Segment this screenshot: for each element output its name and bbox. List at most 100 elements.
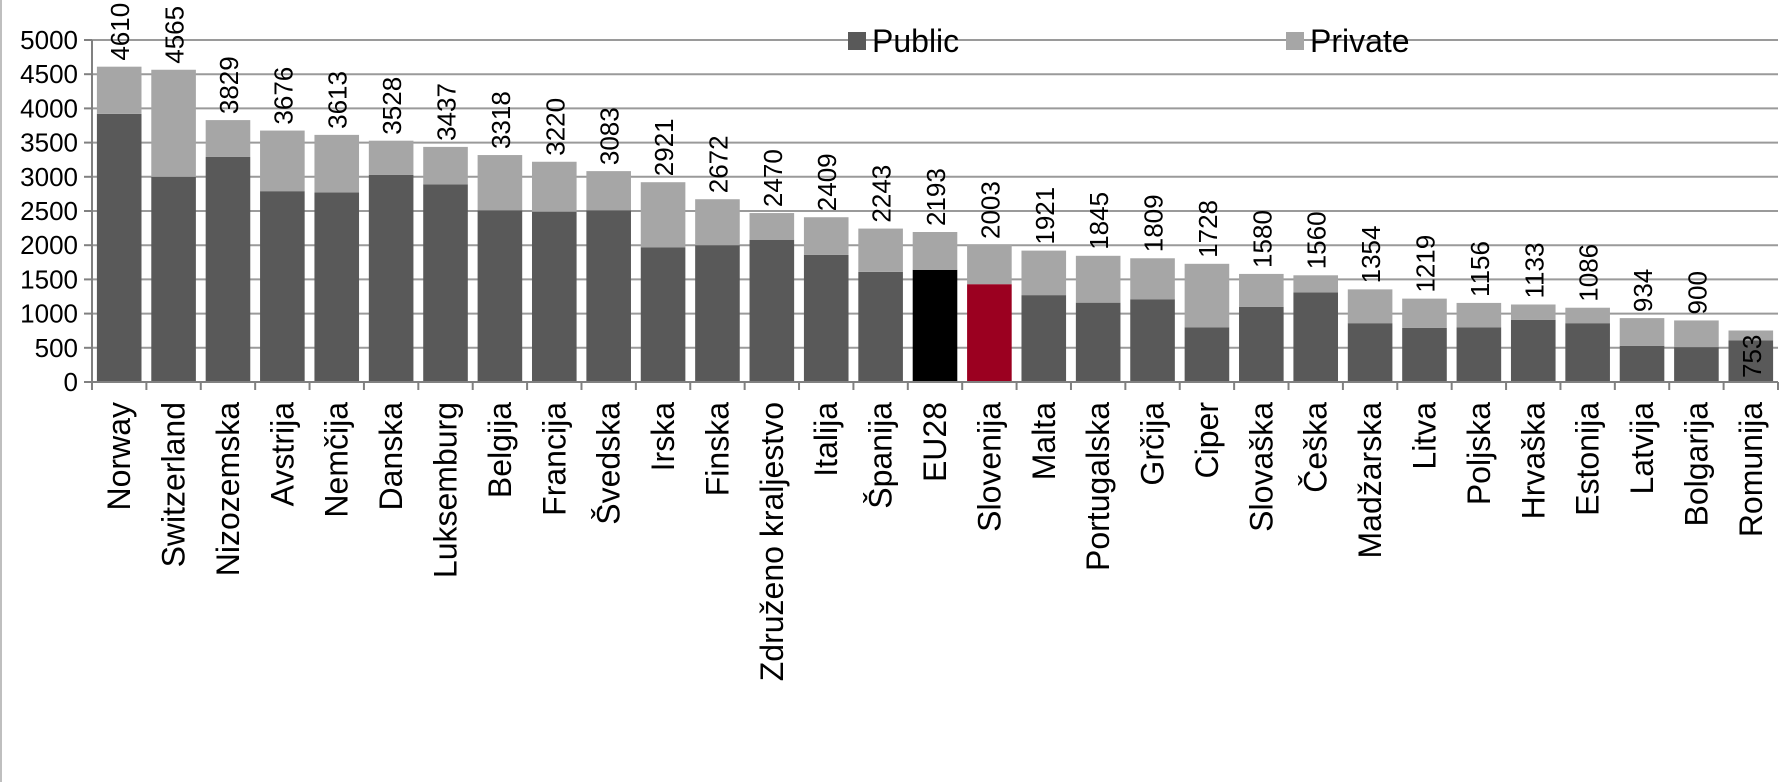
- bar-public-10: [640, 247, 686, 382]
- bar-private-2: [205, 120, 251, 157]
- y-axis: 0 500 1000 1500 2000 2500 3000 3500 4000 4500 5000: [20, 25, 93, 397]
- data-label-total: 1845: [1084, 192, 1114, 250]
- bar-public-25: [1456, 327, 1502, 382]
- y-tick-label: 500: [35, 333, 78, 363]
- category-label: Hrvaška: [1515, 402, 1551, 520]
- category-label: Bolgarija: [1678, 402, 1714, 527]
- data-label-total: 2672: [703, 135, 733, 193]
- bar-public-12: [749, 239, 795, 382]
- y-tick-label: 4000: [20, 93, 78, 123]
- legend-swatch: [848, 32, 866, 50]
- bar-public-23: [1347, 323, 1393, 382]
- bar-private-25: [1456, 302, 1502, 328]
- bar-private-9: [586, 171, 631, 211]
- bar-public-21: [1239, 306, 1284, 382]
- bar-private-13: [803, 217, 849, 255]
- bar-private-27: [1565, 307, 1610, 324]
- data-label-total: 1921: [1030, 187, 1060, 245]
- bar-public-15: [912, 269, 958, 382]
- bar-public-11: [695, 245, 740, 382]
- category-label: Norway: [101, 402, 137, 510]
- bar-private-30: [1728, 330, 1774, 341]
- y-tick-label: 1500: [20, 264, 78, 294]
- bar-private-6: [423, 146, 468, 185]
- data-label-total: 1219: [1410, 235, 1440, 293]
- y-tick-label: 1000: [20, 299, 78, 329]
- category-label: Grčija: [1135, 402, 1171, 486]
- category-label: Francija: [536, 402, 572, 516]
- data-label-total: 3829: [214, 56, 244, 114]
- data-label-total: 900: [1682, 271, 1712, 314]
- bar-private-19: [1130, 258, 1175, 300]
- data-label-total: 3318: [486, 91, 516, 149]
- bar-public-7: [477, 210, 523, 382]
- bar-private-0: [96, 66, 142, 114]
- bar-private-5: [368, 140, 414, 175]
- bar-private-3: [260, 130, 305, 192]
- bar-public-8: [531, 211, 577, 382]
- bar-public-4: [314, 192, 360, 382]
- category-label: Španija: [863, 402, 899, 509]
- category-label: Nizozemska: [210, 402, 246, 576]
- legend-item-private: Private: [1286, 23, 1410, 59]
- data-label-total: 2003: [975, 181, 1005, 239]
- y-tick-label: 3500: [20, 128, 78, 158]
- bar-public-20: [1184, 327, 1230, 382]
- category-label: Združeno kraljestvo: [754, 402, 790, 681]
- bar-public-14: [858, 271, 903, 382]
- legend: Public Private: [848, 23, 1410, 59]
- category-label: EU28: [917, 402, 953, 482]
- bar-private-11: [695, 199, 740, 246]
- bar-public-3: [260, 191, 305, 382]
- category-label: Finska: [699, 402, 735, 496]
- data-label-total: 1156: [1465, 241, 1495, 297]
- category-label: Irska: [645, 402, 681, 472]
- bar-private-7: [477, 155, 523, 211]
- data-label-total: 4565: [160, 6, 190, 64]
- bar-private-24: [1402, 298, 1447, 328]
- bar-public-5: [368, 174, 414, 382]
- data-label-total: 1560: [1302, 211, 1332, 269]
- bar-public-28: [1619, 345, 1665, 382]
- category-label: Belgija: [482, 402, 518, 498]
- y-tick-label: 4500: [20, 59, 78, 89]
- x-axis: Norway Switzerland Nizozemska Avstrija Nemči…: [91, 381, 1779, 681]
- bar-public-6: [423, 184, 468, 382]
- data-label-total: 3676: [268, 67, 298, 125]
- category-label: Portugalska: [1080, 402, 1116, 571]
- category-label: Slovaška: [1243, 402, 1279, 532]
- legend-label: Public: [872, 23, 959, 59]
- legend-item-public: Public: [848, 23, 959, 59]
- category-label: Latvija: [1624, 402, 1660, 495]
- bar-public-0: [96, 113, 142, 382]
- bar-private-18: [1075, 255, 1121, 303]
- data-label-total: 2921: [649, 118, 679, 176]
- category-label: Malta: [1026, 402, 1062, 480]
- data-label-total: 3220: [540, 98, 570, 156]
- y-tick-label: 2000: [20, 230, 78, 260]
- bar-public-30: [1728, 340, 1774, 382]
- data-label-total: 1086: [1574, 244, 1604, 302]
- bar-private-21: [1239, 273, 1284, 307]
- data-label-total: 3083: [595, 107, 625, 165]
- bar-public-2: [205, 156, 251, 382]
- bar-public-22: [1293, 292, 1339, 382]
- category-label: Danska: [373, 402, 409, 511]
- bar-private-16: [967, 244, 1012, 285]
- category-label: Estonija: [1570, 402, 1606, 516]
- legend-label: Private: [1310, 23, 1410, 59]
- bar-public-9: [586, 210, 631, 382]
- data-label-total: 2470: [758, 149, 788, 207]
- bar-private-12: [749, 213, 795, 240]
- data-label-total: 934: [1628, 269, 1658, 312]
- category-label: Madžarska: [1352, 402, 1388, 559]
- bar-private-10: [640, 182, 686, 248]
- bar-public-27: [1565, 323, 1610, 382]
- y-tick-label: 5000: [20, 25, 78, 55]
- data-label-total: 3613: [323, 71, 353, 129]
- category-label: Ciper: [1189, 402, 1225, 479]
- data-label-total: 3528: [377, 77, 407, 135]
- bar-public-24: [1402, 327, 1447, 382]
- category-label: Romunija: [1733, 402, 1769, 537]
